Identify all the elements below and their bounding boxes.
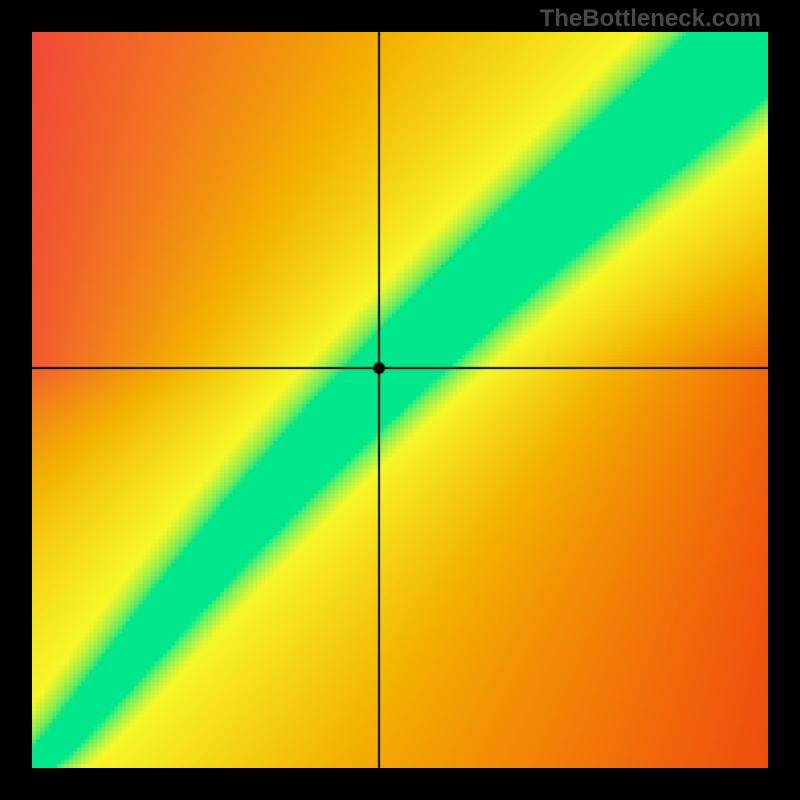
crosshair-overlay — [0, 0, 800, 800]
watermark-text: TheBottleneck.com — [540, 5, 761, 33]
